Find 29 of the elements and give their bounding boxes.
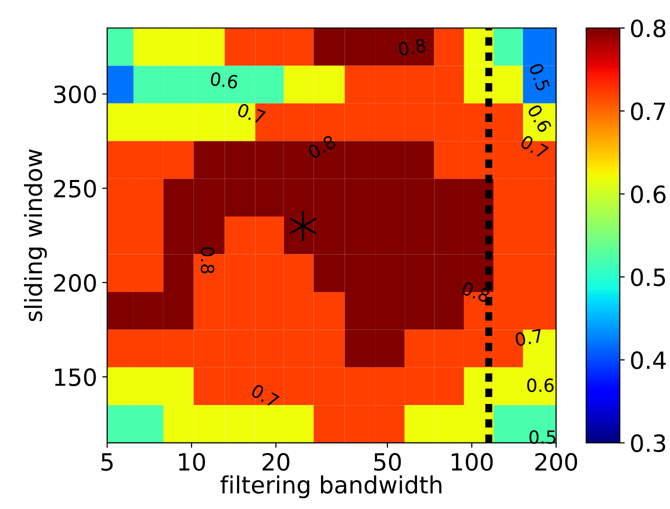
x-tick-label: 200	[535, 452, 578, 471]
y-axis-title: sliding window	[24, 149, 47, 322]
x-tick-label: 20	[262, 452, 290, 471]
annotation: 0.7	[520, 134, 549, 160]
annotation: 0.6	[527, 104, 552, 134]
x-tick-label: 50	[374, 452, 401, 471]
y-tick-label: 250	[54, 180, 96, 198]
x-axis-title: filtering bandwidth	[220, 475, 442, 498]
annotation: 0.6	[527, 378, 554, 392]
color-bar-label: 0.5	[631, 268, 665, 286]
y-tick-label: 300	[54, 85, 96, 104]
annotation: 0.5	[528, 62, 550, 92]
annotation: 0.7	[514, 328, 543, 347]
color-bar-label: 0.6	[631, 185, 666, 204]
annotation: 0.7	[250, 383, 280, 408]
annotation: 0.8	[200, 247, 214, 274]
annotation: 0.7	[236, 102, 266, 124]
x-tick-label: 100	[452, 452, 493, 471]
x-tick-label: 10	[179, 452, 206, 471]
color-bar-label: 0.8	[631, 19, 666, 38]
y-tick-label: 200	[54, 274, 96, 292]
color-bar-label: 0.4	[631, 351, 666, 370]
y-tick-label: 150	[55, 368, 96, 386]
color-bar-label: 0.7	[631, 102, 666, 120]
x-tick-label: 5	[102, 453, 113, 471]
annotation: 0.6	[210, 72, 238, 89]
color-bar-label: 0.3	[631, 434, 666, 452]
annotation: 0.8	[307, 134, 337, 160]
annotation: 0.8	[398, 38, 426, 56]
